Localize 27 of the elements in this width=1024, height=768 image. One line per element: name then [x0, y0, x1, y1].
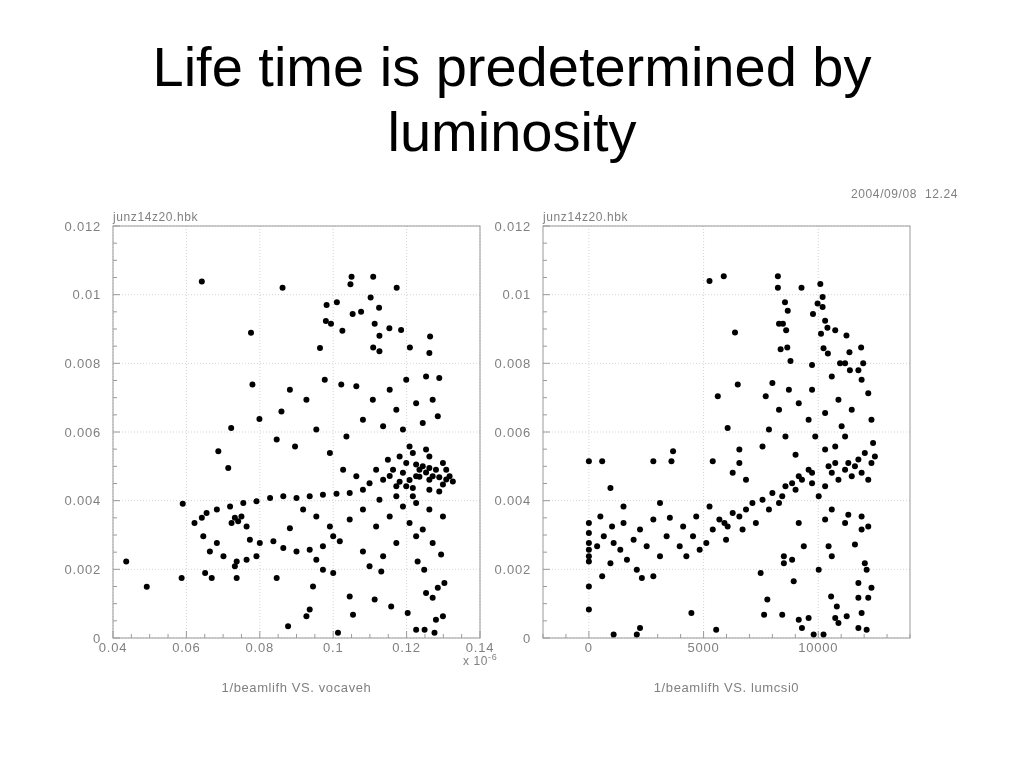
x-tick-label: 0.08	[245, 640, 275, 655]
x-tick-label: 0.14	[465, 640, 495, 655]
y-tick-label: 0.004	[64, 493, 101, 509]
y-tick-label: 0.006	[494, 424, 531, 440]
x-tick-label: 0	[584, 640, 593, 655]
x-axis-title: 1/beamlifh VS. vocaveh	[221, 680, 372, 695]
y-tick-label: 0.01	[72, 287, 101, 303]
y-tick-label: 0.002	[64, 561, 101, 577]
text: junz14z20.hbk	[542, 210, 629, 224]
y-tick-label: 0.004	[494, 493, 531, 509]
y-tick-label: 0.012	[64, 218, 101, 234]
x-tick-label: 0.1	[322, 640, 344, 655]
text: junz14z20.hbk	[112, 210, 199, 224]
x-tick-label: 0.06	[172, 640, 201, 655]
y-tick-label: 0.012	[494, 218, 531, 234]
x-tick-label: 5000	[687, 640, 720, 655]
chart-title: Life time is predetermined by luminosity	[152, 35, 872, 163]
text: x 10$^{-6}$	[463, 652, 498, 668]
y-tick-label: 0.008	[494, 355, 531, 371]
y-tick-label: 0.008	[64, 355, 101, 371]
x-tick-label: 10000	[798, 640, 839, 655]
y-tick-label: 0.01	[502, 287, 531, 303]
y-tick-label: 0.002	[494, 561, 531, 577]
x-axis-title: 1/beamlifh VS. lumcsi0	[653, 680, 800, 695]
y-tick-label: 0.006	[64, 424, 101, 440]
x-tick-label: 0.12	[392, 640, 421, 655]
text: 2004/09/08 12.24	[851, 187, 958, 201]
